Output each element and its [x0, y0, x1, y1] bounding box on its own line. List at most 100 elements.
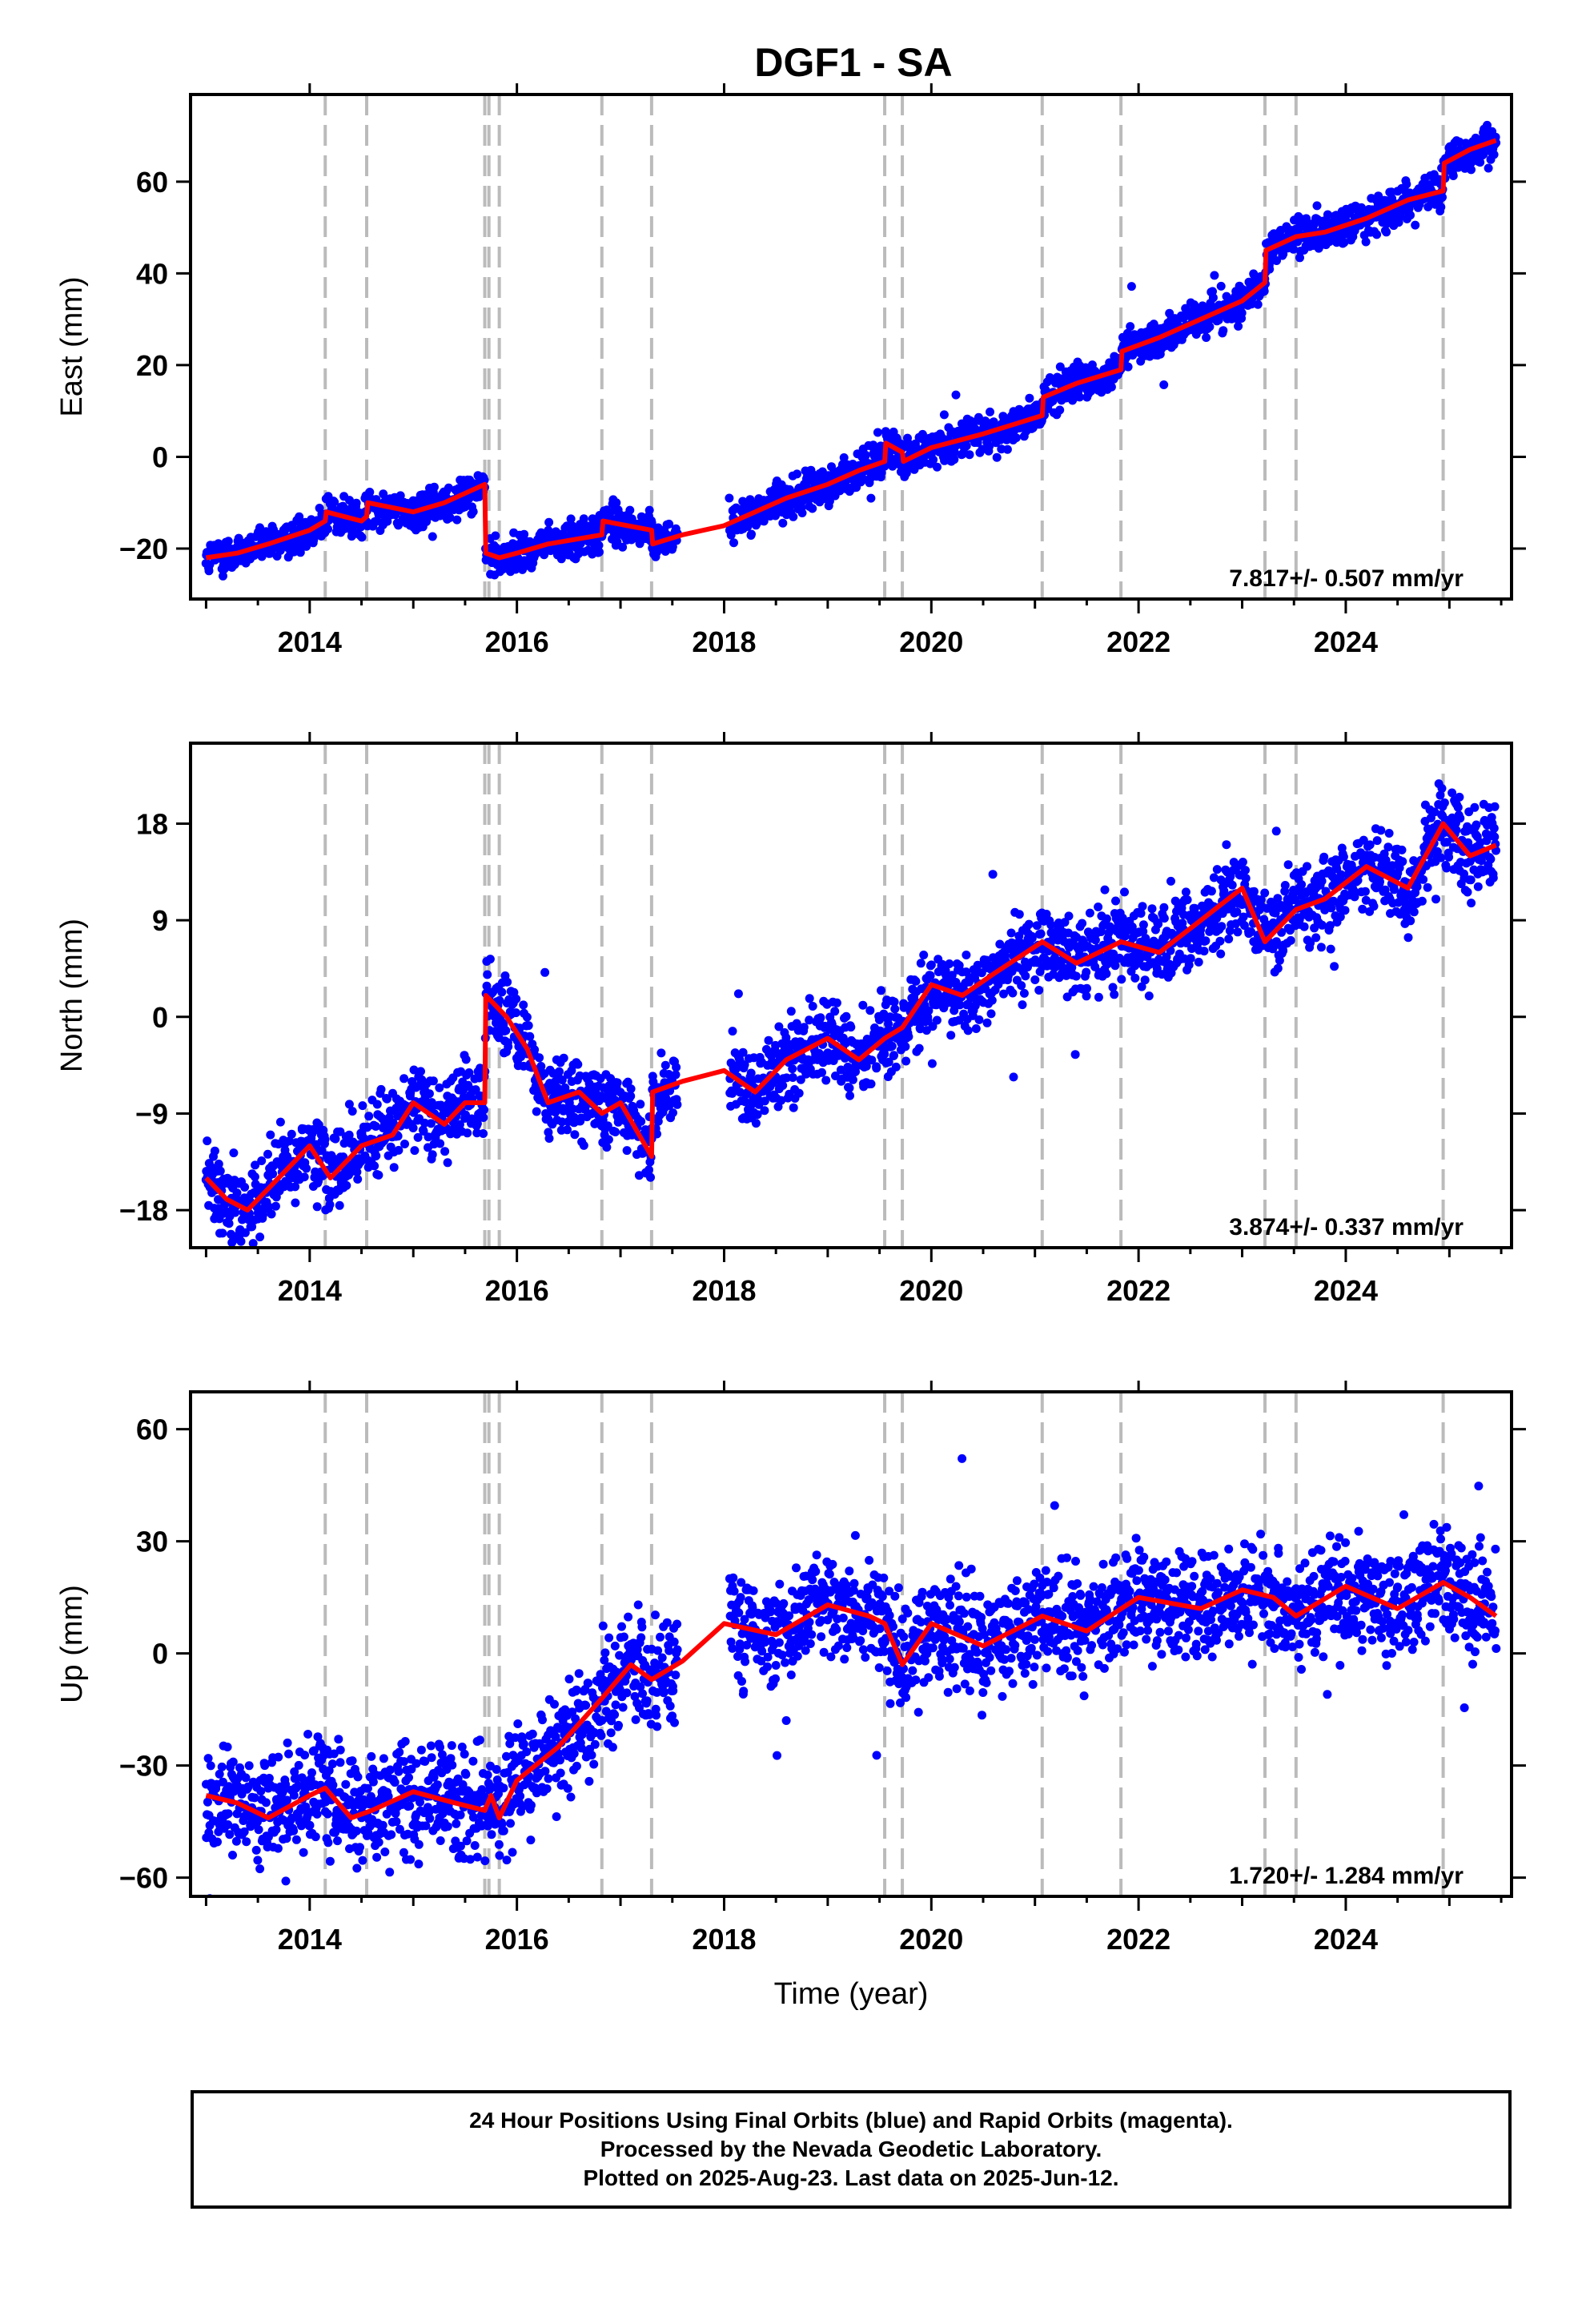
- data-point: [371, 1122, 380, 1131]
- data-point: [1120, 887, 1129, 897]
- data-point: [917, 429, 927, 439]
- data-point: [358, 1101, 367, 1111]
- data-point: [1402, 179, 1411, 189]
- data-point: [841, 1011, 851, 1021]
- data-point: [612, 1078, 622, 1088]
- data-point: [1340, 906, 1350, 915]
- data-point: [1126, 322, 1135, 332]
- data-point: [916, 959, 926, 968]
- data-point: [1008, 988, 1018, 998]
- data-point: [759, 517, 769, 526]
- data-point: [771, 511, 780, 521]
- data-point: [904, 1032, 913, 1041]
- data-point: [1358, 904, 1367, 914]
- data-point: [866, 1080, 876, 1088]
- data-point: [1256, 895, 1266, 905]
- data-point: [482, 981, 492, 991]
- data-point: [999, 989, 1008, 999]
- data-point: [672, 1063, 681, 1072]
- data-point: [1372, 230, 1382, 239]
- data-point: [1075, 392, 1084, 402]
- data-point: [989, 417, 998, 427]
- data-point: [1209, 873, 1219, 883]
- data-point: [1336, 870, 1346, 879]
- data-point: [428, 1076, 438, 1086]
- data-point: [512, 994, 521, 1003]
- data-point: [1009, 1072, 1018, 1082]
- model-line-group: [205, 138, 1497, 561]
- data-point: [1319, 852, 1329, 862]
- data-point: [782, 1073, 791, 1083]
- data-point: [394, 1145, 404, 1155]
- data-point: [536, 1062, 546, 1071]
- data-point: [656, 1048, 666, 1058]
- data-point: [1359, 835, 1368, 845]
- data-point: [1094, 903, 1103, 911]
- data-point: [595, 547, 604, 557]
- data-point: [799, 1023, 809, 1032]
- data-point: [778, 1081, 788, 1090]
- x-tick-label: 2018: [692, 625, 756, 658]
- data-point: [424, 1089, 434, 1099]
- data-point: [1154, 919, 1163, 929]
- data-point: [291, 1198, 300, 1208]
- data-point: [840, 1053, 849, 1063]
- data-point: [1365, 840, 1375, 850]
- data-point: [982, 1018, 992, 1027]
- data-point: [479, 1113, 488, 1122]
- data-point: [1030, 975, 1040, 984]
- data-point: [612, 498, 621, 508]
- data-point: [1398, 857, 1407, 866]
- data-point: [483, 970, 492, 979]
- data-point: [1117, 975, 1126, 984]
- data-point: [522, 1012, 532, 1022]
- data-point: [1476, 158, 1485, 167]
- data-point: [428, 1150, 437, 1160]
- data-point: [419, 1127, 428, 1136]
- data-point: [877, 468, 886, 477]
- data-point: [325, 1200, 335, 1209]
- data-point: [501, 1026, 511, 1035]
- data-point: [1271, 826, 1281, 836]
- data-point: [1357, 203, 1366, 212]
- data-point: [1339, 852, 1348, 862]
- data-point: [623, 1077, 632, 1087]
- data-point: [544, 1134, 554, 1143]
- data-point: [335, 1200, 344, 1210]
- data-point: [1375, 877, 1384, 887]
- data-point: [962, 951, 971, 959]
- data-point: [1339, 238, 1349, 247]
- data-point: [924, 1006, 934, 1015]
- data-point: [1126, 282, 1136, 292]
- data-point: [320, 1135, 330, 1144]
- data-point: [789, 512, 798, 521]
- data-point: [636, 1116, 646, 1126]
- data-point: [312, 1202, 322, 1212]
- data-point: [1406, 916, 1415, 926]
- data-point: [383, 517, 392, 526]
- data-point: [865, 1006, 875, 1015]
- data-point: [413, 1132, 423, 1142]
- data-point: [1325, 921, 1335, 931]
- data-point: [1205, 927, 1215, 936]
- data-point: [426, 1119, 436, 1128]
- data-point: [1036, 929, 1046, 939]
- data-point: [1110, 961, 1120, 971]
- data-point: [1272, 256, 1281, 265]
- data-point: [1034, 986, 1044, 995]
- data-point: [1489, 150, 1499, 159]
- data-point: [845, 1091, 854, 1100]
- data-point: [1042, 910, 1051, 919]
- data-point: [1436, 853, 1446, 862]
- data-point: [602, 1143, 612, 1152]
- data-point: [1199, 947, 1209, 956]
- data-point: [1232, 907, 1242, 917]
- data-point: [1317, 876, 1327, 886]
- data-point: [1484, 163, 1493, 173]
- data-point: [1055, 405, 1065, 415]
- data-point: [396, 491, 405, 501]
- data-point: [884, 1057, 893, 1067]
- data-point: [760, 1096, 769, 1106]
- data-point: [1431, 895, 1440, 904]
